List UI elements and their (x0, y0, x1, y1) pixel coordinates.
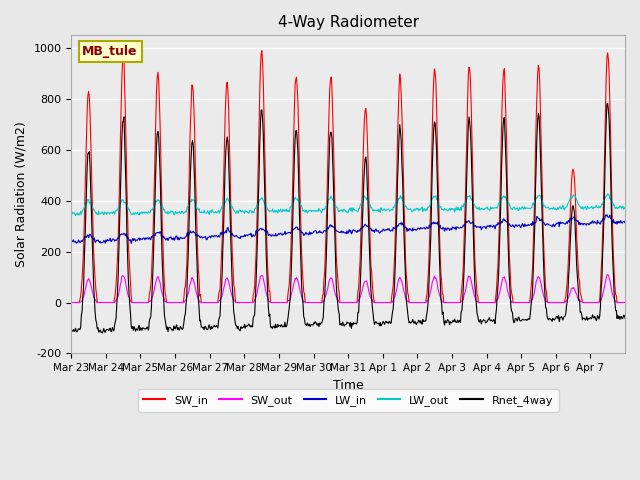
Line: SW_in: SW_in (71, 51, 625, 302)
LW_out (284, 209, 291, 215)
SW_out (405, 300, 413, 305)
Title: 4-Way Radiometer: 4-Way Radiometer (278, 15, 419, 30)
SW_in (284, 300, 291, 305)
LW_out (67, 211, 75, 216)
SW_in (234, 300, 242, 305)
Y-axis label: Solar Radiation (W/m2): Solar Radiation (W/m2) (15, 121, 28, 267)
SW_out (436, 294, 444, 300)
SW_out (604, 272, 611, 277)
Line: SW_out: SW_out (71, 275, 625, 302)
LW_in (262, 229, 270, 235)
LW_in (133, 237, 141, 243)
X-axis label: Time: Time (333, 379, 364, 392)
LW_in (127, 240, 135, 246)
SW_out (283, 300, 291, 305)
LW_out (621, 204, 629, 210)
Legend: SW_in, SW_out, LW_in, LW_out, Rnet_4way: SW_in, SW_out, LW_in, LW_out, Rnet_4way (138, 389, 559, 411)
SW_in (132, 300, 140, 305)
SW_in (67, 300, 75, 305)
Rnet_4way (99, 330, 106, 336)
Line: Rnet_4way: Rnet_4way (71, 104, 625, 333)
Rnet_4way (284, 322, 291, 327)
Rnet_4way (604, 101, 611, 107)
SW_out (67, 300, 75, 305)
LW_out (406, 206, 413, 212)
SW_in (621, 300, 629, 305)
LW_out (262, 202, 270, 208)
Rnet_4way (437, 296, 445, 302)
LW_out (437, 204, 445, 210)
LW_out (604, 191, 611, 197)
LW_out (72, 213, 79, 218)
Line: LW_out: LW_out (71, 194, 625, 216)
SW_out (132, 300, 140, 305)
Line: LW_in: LW_in (71, 215, 625, 243)
LW_in (67, 238, 75, 244)
LW_in (406, 226, 413, 231)
SW_in (258, 48, 266, 54)
SW_out (234, 300, 242, 305)
LW_in (235, 235, 243, 241)
SW_in (262, 215, 270, 220)
LW_in (603, 212, 611, 217)
LW_in (437, 226, 445, 231)
Rnet_4way (235, 326, 243, 332)
Text: MB_tule: MB_tule (83, 45, 138, 58)
Rnet_4way (621, 315, 629, 321)
SW_in (406, 300, 413, 305)
LW_in (284, 230, 291, 236)
Rnet_4way (67, 327, 75, 333)
SW_out (621, 300, 629, 305)
LW_in (621, 220, 629, 226)
LW_out (133, 211, 141, 216)
SW_out (262, 287, 269, 292)
LW_out (235, 208, 243, 214)
Rnet_4way (406, 319, 413, 324)
Rnet_4way (133, 326, 141, 332)
Rnet_4way (262, 252, 270, 257)
SW_in (437, 271, 445, 276)
